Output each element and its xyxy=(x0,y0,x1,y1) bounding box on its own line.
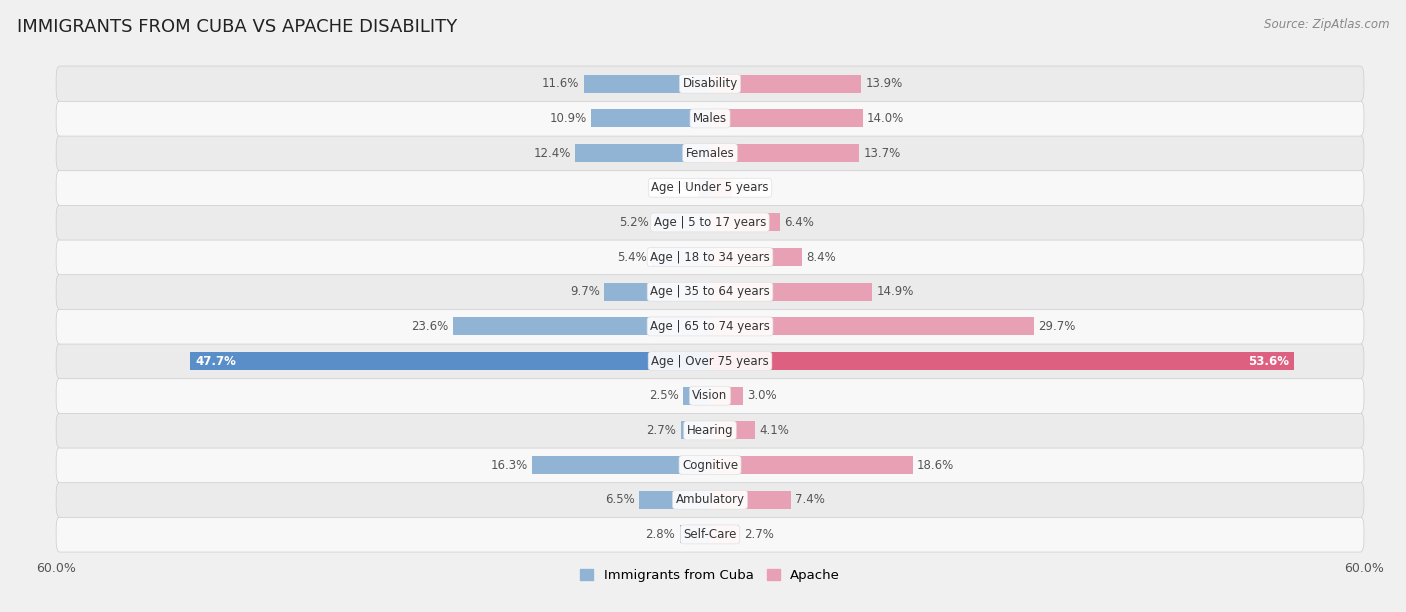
Bar xyxy=(710,525,740,543)
Text: 5.4%: 5.4% xyxy=(617,250,647,264)
FancyBboxPatch shape xyxy=(56,66,1364,102)
Bar xyxy=(710,283,872,300)
Text: Vision: Vision xyxy=(692,389,728,402)
Text: 13.9%: 13.9% xyxy=(866,77,903,90)
Text: 16.3%: 16.3% xyxy=(491,458,529,472)
Bar xyxy=(710,75,862,93)
Text: Cognitive: Cognitive xyxy=(682,458,738,472)
Bar xyxy=(533,456,710,474)
Bar xyxy=(651,248,710,266)
Bar xyxy=(710,318,1033,335)
Text: 53.6%: 53.6% xyxy=(1247,354,1289,368)
Legend: Immigrants from Cuba, Apache: Immigrants from Cuba, Apache xyxy=(575,564,845,588)
Text: 12.4%: 12.4% xyxy=(533,146,571,160)
Text: Females: Females xyxy=(686,146,734,160)
FancyBboxPatch shape xyxy=(56,447,1364,483)
Text: 14.0%: 14.0% xyxy=(868,112,904,125)
FancyBboxPatch shape xyxy=(56,482,1364,517)
Bar xyxy=(681,422,710,439)
Text: Ambulatory: Ambulatory xyxy=(675,493,745,506)
FancyBboxPatch shape xyxy=(56,517,1364,552)
Bar xyxy=(592,110,710,127)
FancyBboxPatch shape xyxy=(56,135,1364,171)
FancyBboxPatch shape xyxy=(56,378,1364,413)
Text: 4.1%: 4.1% xyxy=(759,424,789,437)
FancyBboxPatch shape xyxy=(56,274,1364,310)
Text: 8.4%: 8.4% xyxy=(806,250,835,264)
Text: 47.7%: 47.7% xyxy=(195,354,236,368)
Bar xyxy=(453,318,710,335)
Text: 2.7%: 2.7% xyxy=(744,528,773,541)
Text: Age | 5 to 17 years: Age | 5 to 17 years xyxy=(654,216,766,229)
FancyBboxPatch shape xyxy=(56,101,1364,136)
Bar xyxy=(710,179,731,196)
Text: 3.0%: 3.0% xyxy=(747,389,776,402)
Text: 9.7%: 9.7% xyxy=(569,285,600,298)
Text: 23.6%: 23.6% xyxy=(412,320,449,333)
FancyBboxPatch shape xyxy=(56,308,1364,344)
Text: 10.9%: 10.9% xyxy=(550,112,586,125)
Text: 14.9%: 14.9% xyxy=(877,285,914,298)
Bar xyxy=(190,352,710,370)
Bar xyxy=(679,525,710,543)
Text: Hearing: Hearing xyxy=(686,424,734,437)
Text: 18.6%: 18.6% xyxy=(917,458,955,472)
Bar xyxy=(710,110,862,127)
Text: IMMIGRANTS FROM CUBA VS APACHE DISABILITY: IMMIGRANTS FROM CUBA VS APACHE DISABILIT… xyxy=(17,18,457,36)
Text: 2.0%: 2.0% xyxy=(737,181,766,194)
Text: 6.5%: 6.5% xyxy=(605,493,636,506)
FancyBboxPatch shape xyxy=(56,412,1364,448)
Bar xyxy=(640,491,710,509)
Text: 13.7%: 13.7% xyxy=(863,146,901,160)
Text: 5.2%: 5.2% xyxy=(619,216,650,229)
Text: 7.4%: 7.4% xyxy=(794,493,825,506)
Bar xyxy=(710,456,912,474)
Text: 2.8%: 2.8% xyxy=(645,528,675,541)
Bar xyxy=(710,144,859,162)
Text: Age | Under 5 years: Age | Under 5 years xyxy=(651,181,769,194)
Bar xyxy=(683,387,710,405)
FancyBboxPatch shape xyxy=(56,343,1364,379)
Text: Age | 18 to 34 years: Age | 18 to 34 years xyxy=(650,250,770,264)
Text: 29.7%: 29.7% xyxy=(1038,320,1076,333)
Bar xyxy=(654,214,710,231)
Text: Disability: Disability xyxy=(682,77,738,90)
Bar xyxy=(710,491,790,509)
Bar xyxy=(710,352,1294,370)
Text: Source: ZipAtlas.com: Source: ZipAtlas.com xyxy=(1264,18,1389,31)
FancyBboxPatch shape xyxy=(56,239,1364,275)
Text: Age | 65 to 74 years: Age | 65 to 74 years xyxy=(650,320,770,333)
Text: Self-Care: Self-Care xyxy=(683,528,737,541)
Text: Age | 35 to 64 years: Age | 35 to 64 years xyxy=(650,285,770,298)
Bar xyxy=(605,283,710,300)
Text: 2.7%: 2.7% xyxy=(647,424,676,437)
Text: Age | Over 75 years: Age | Over 75 years xyxy=(651,354,769,368)
Bar xyxy=(575,144,710,162)
Bar xyxy=(710,248,801,266)
Text: 6.4%: 6.4% xyxy=(785,216,814,229)
Bar xyxy=(583,75,710,93)
FancyBboxPatch shape xyxy=(56,170,1364,206)
Bar xyxy=(710,214,780,231)
Bar xyxy=(697,179,710,196)
FancyBboxPatch shape xyxy=(56,205,1364,240)
Text: 1.1%: 1.1% xyxy=(664,181,693,194)
Text: 11.6%: 11.6% xyxy=(541,77,579,90)
Text: 2.5%: 2.5% xyxy=(648,389,679,402)
Text: Males: Males xyxy=(693,112,727,125)
Bar xyxy=(710,387,742,405)
Bar xyxy=(710,422,755,439)
